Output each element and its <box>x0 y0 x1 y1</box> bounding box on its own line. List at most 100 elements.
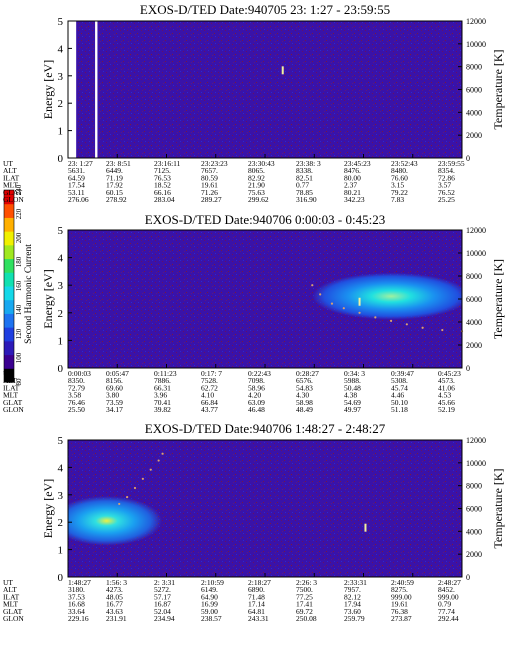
temperature-tick-label: 12000 <box>466 226 486 235</box>
energy-tick-label: 0 <box>58 572 64 584</box>
energy-tick-label: 1 <box>58 126 64 138</box>
orbit-cell: 25.25 <box>438 195 455 204</box>
orbit-cell: 79.22 <box>391 188 408 197</box>
orbit-cell: 316.90 <box>296 195 317 204</box>
colorbar-segment <box>4 258 14 273</box>
orbit-cell: 73.59 <box>106 398 123 407</box>
orbit-cell: 75.63 <box>248 188 265 197</box>
colorbar-tick-label: 120 <box>15 328 23 339</box>
orbit-cell: 76.53 <box>154 173 171 182</box>
energy-tick-label: 2 <box>58 517 64 529</box>
colorbar-tick-label: 140 <box>15 304 23 315</box>
orbit-cell: 70.41 <box>154 398 171 407</box>
colorbar-segment <box>4 272 14 287</box>
temperature-tick-label: 4000 <box>466 527 482 536</box>
orbit-row-label: ILAT <box>3 173 20 182</box>
orbit-cell: 8476. <box>344 166 361 175</box>
temperature-point <box>149 468 152 471</box>
orbit-cell: 4.38 <box>344 391 357 400</box>
orbit-cell: 45.74 <box>391 383 408 392</box>
orbit-cell: 76.46 <box>68 398 85 407</box>
colorbar-segment <box>4 286 14 301</box>
orbit-cell: 59.00 <box>201 607 218 616</box>
orbit-cell: 45.66 <box>438 398 455 407</box>
colorbar-frame <box>3 189 15 383</box>
orbit-cell: 0:17: 7 <box>201 369 222 378</box>
orbit-cell: 0.77 <box>296 181 309 190</box>
orbit-row-label: MLT <box>3 600 19 609</box>
orbit-cell: 19.61 <box>391 600 408 609</box>
orbit-cell: 2:26: 3 <box>296 578 317 587</box>
orbit-cell: 2:10:59 <box>201 578 224 587</box>
temperature-point <box>157 459 160 462</box>
orbit-cell: 80.21 <box>344 188 361 197</box>
orbit-cell: 231.91 <box>106 614 127 623</box>
orbit-cell: 82.12 <box>344 592 361 601</box>
orbit-cell: 4.53 <box>438 391 451 400</box>
orbit-cell: 52.04 <box>154 607 171 616</box>
temperature-point <box>342 307 345 310</box>
colorbar-segment <box>4 354 14 369</box>
temperature-tick-label: 6000 <box>466 86 482 95</box>
temperature-tick-label: 8000 <box>466 272 482 281</box>
orbit-row-label: UT <box>3 578 13 587</box>
orbit-cell: 7657. <box>201 166 218 175</box>
orbit-cell: 51.18 <box>391 405 408 414</box>
temperature-axis-label: Temperature [K] <box>491 468 505 548</box>
temperature-axis-label: Temperature [K] <box>491 259 505 339</box>
colorbar-segment <box>4 299 14 314</box>
orbit-cell: 289.27 <box>201 195 222 204</box>
orbit-cell: 37.53 <box>68 592 85 601</box>
orbit-cell: 0.79 <box>438 600 451 609</box>
temperature-tick-label: 4000 <box>466 108 482 117</box>
orbit-cell: 17.14 <box>248 600 265 609</box>
orbit-cell: 8480. <box>391 166 408 175</box>
orbit-cell: 243.31 <box>248 614 269 623</box>
colorbar-segment <box>4 313 14 328</box>
orbit-cell: 54.69 <box>344 398 361 407</box>
orbit-cell: 33.64 <box>68 607 85 616</box>
spectrogram-background <box>68 21 462 158</box>
energy-tick-label: 1 <box>58 335 64 347</box>
orbit-cell: 229.16 <box>68 614 89 623</box>
orbit-row-label: MLT <box>3 391 19 400</box>
orbit-cell: 4273. <box>106 585 123 594</box>
orbit-cell: 5308. <box>391 376 408 385</box>
colorbar-label: Second Harmonic Current <box>24 244 34 344</box>
colorbar-tick-label: 80 <box>15 378 23 386</box>
orbit-cell: 250.08 <box>296 614 317 623</box>
energy-tick-label: 4 <box>58 462 64 474</box>
colorbar-tick-label: 240 <box>15 184 23 195</box>
temperature-tick-label: 6000 <box>466 505 482 514</box>
orbit-cell: 283.04 <box>154 195 175 204</box>
temperature-tick-label: 0 <box>466 364 470 373</box>
orbit-table: UTALTILATMLTGLATGLON1:48:273180.37.5316.… <box>3 578 461 623</box>
plasma-band <box>68 496 179 546</box>
data-gap <box>95 21 98 158</box>
orbit-cell: 50.10 <box>391 398 408 407</box>
orbit-cell: 17.94 <box>344 600 361 609</box>
colorbar-segment <box>4 340 14 356</box>
temperature-point <box>330 302 334 305</box>
colorbar: 80 100 120 140 160 180 200 220 240 Second Harmoni… <box>3 184 34 386</box>
temperature-point <box>405 323 408 326</box>
orbit-cell: 19.61 <box>201 181 218 190</box>
orbit-cell: 6149. <box>201 585 218 594</box>
colorbar-segment <box>4 327 14 342</box>
orbit-cell: 238.57 <box>201 614 222 623</box>
temperature-tick-label: 2000 <box>466 131 482 140</box>
orbit-row-label: GLAT <box>3 398 23 407</box>
orbit-cell: 8354. <box>438 166 455 175</box>
orbit-cell: 2:18:27 <box>248 578 271 587</box>
orbit-cell: 2:48:27 <box>438 578 461 587</box>
temperature-point <box>161 452 164 455</box>
temperature-point <box>118 502 121 506</box>
orbit-cell: 77.74 <box>438 607 455 616</box>
orbit-cell: 3.15 <box>391 181 404 190</box>
orbit-cell: 234.94 <box>154 614 175 623</box>
orbit-cell: 76.52 <box>438 188 455 197</box>
orbit-cell: 48.49 <box>296 405 313 414</box>
orbit-cell: 77.25 <box>296 592 313 601</box>
